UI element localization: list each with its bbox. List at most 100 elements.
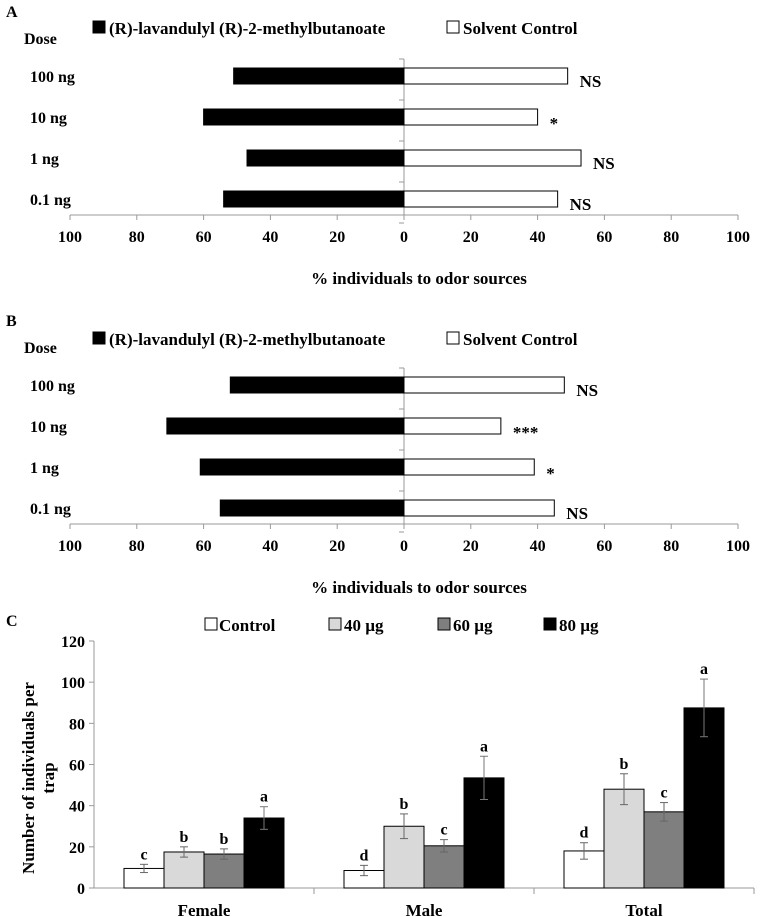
panel-a-legend-label-treatment: (R)-lavandulyl (R)-2-methylbutanoate — [109, 19, 386, 38]
panel-b-x-tick-label: 60 — [196, 538, 212, 555]
panel-a-x-tick-label: 80 — [129, 229, 145, 246]
panel-c-significance-letter: b — [180, 829, 189, 846]
panel-b-legend-swatch-treatment — [92, 331, 106, 345]
panel-c-significance-letter: b — [620, 756, 629, 773]
panel-a-bar-treatment — [246, 149, 405, 167]
panel-b-x-tick-label: 100 — [726, 538, 750, 555]
panel-b-x-tick-label: 80 — [663, 538, 679, 555]
panel-c-ylabel: Number of individuals per trap — [19, 682, 58, 874]
panel-c-significance-letter: c — [440, 822, 447, 839]
panel-b-x-tick-label: 40 — [530, 538, 546, 555]
panel-b-x-tick-label: 20 — [463, 538, 479, 555]
panel-c-significance-letter: c — [140, 846, 147, 863]
panel-b-significance: * — [546, 464, 555, 483]
panel-b-bar-treatment — [199, 458, 405, 476]
panel-c-legend-label-40: 40 µg — [344, 616, 384, 635]
panel-b-label: B — [6, 313, 17, 330]
panel-b-x-tick-label: 40 — [262, 538, 278, 555]
panel-b-category-label: 100 ng — [30, 378, 75, 395]
panel-a-x-tick-label: 20 — [329, 229, 345, 246]
panel-a-x-tick-label: 100 — [726, 229, 750, 246]
panel-c-legend-label-60: 60 µg — [453, 616, 493, 635]
panel-a-significance: NS — [593, 154, 615, 173]
panel-c-y-tick-label: 20 — [69, 840, 85, 857]
panel-b: B (R)-lavandulyl (R)-2-methylbutanoate S… — [6, 313, 750, 597]
panel-c-y-tick-label: 80 — [69, 716, 85, 733]
panel-c-significance-letter: c — [660, 785, 667, 802]
panel-c-legend-label-80: 80 µg — [559, 616, 599, 635]
panel-a-category-label: 100 ng — [30, 69, 75, 86]
panel-c-bar — [603, 788, 645, 889]
panel-c-label: C — [6, 613, 18, 630]
panel-a-x-tick-label: 60 — [596, 229, 612, 246]
panel-a-x-tick-label: 100 — [58, 229, 82, 246]
panel-c-y-tick-label: 100 — [61, 675, 85, 692]
panel-c-legend-swatch-80 — [543, 617, 557, 631]
panel-b-bar-treatment — [229, 376, 405, 394]
panel-b-category-label: 0.1 ng — [30, 501, 71, 518]
panel-b-bar-control — [403, 417, 502, 435]
panel-b-x-tick-label: 20 — [329, 538, 345, 555]
panel-c-y-tick-label: 60 — [69, 758, 85, 775]
panel-a-x-tick-label: 60 — [196, 229, 212, 246]
panel-b-dose-heading: Dose — [24, 340, 57, 357]
panel-c-legend-swatch-40 — [328, 617, 342, 631]
panel-c-legend-label-control: Control — [219, 616, 276, 635]
panel-c-category-label: Total — [625, 901, 662, 917]
panel-a-category-label: 10 ng — [30, 110, 67, 127]
panel-c-significance-letter: a — [260, 789, 268, 806]
panel-a: A (R)-lavandulyl (R)-2-methylbutanoate S… — [6, 4, 750, 288]
panel-a-significance: NS — [580, 72, 602, 91]
panel-c-category-label: Female — [178, 901, 231, 917]
panel-a-legend-swatch-treatment — [92, 20, 106, 34]
panel-a-dose-heading: Dose — [24, 31, 57, 48]
panel-b-x-axis-title: % individuals to odor sources — [311, 578, 527, 597]
panel-a-bar-treatment — [223, 190, 405, 208]
panel-b-legend-label-control: Solvent Control — [463, 330, 578, 349]
panel-a-bar-control — [403, 108, 539, 126]
panel-a-bar-control — [403, 190, 559, 208]
panel-a-category-label: 0.1 ng — [30, 192, 71, 209]
panel-c-ylabel-line-2: trap — [39, 762, 58, 793]
panel-c: C Control 40 µg 60 µg 80 µg Number of in… — [6, 613, 755, 917]
panel-a-x-tick-label: 40 — [530, 229, 546, 246]
panel-b-category-label: 10 ng — [30, 419, 67, 436]
panel-a-legend-swatch-control — [446, 20, 460, 34]
panel-c-significance-letter: b — [400, 796, 409, 813]
panel-c-significance-letter: d — [580, 825, 589, 842]
panel-b-legend-label-treatment: (R)-lavandulyl (R)-2-methylbutanoate — [109, 330, 386, 349]
panel-a-bar-treatment — [203, 108, 405, 126]
panel-a-significance: * — [550, 114, 559, 133]
panel-b-x-tick-label: 0 — [400, 538, 408, 555]
panel-c-y-tick-label: 0 — [77, 881, 85, 898]
panel-a-bar-treatment — [233, 67, 405, 85]
panel-b-bar-control — [403, 458, 535, 476]
panel-a-legend-label-control: Solvent Control — [463, 19, 578, 38]
panel-b-significance: *** — [513, 423, 539, 442]
panel-c-bar — [643, 811, 685, 889]
panel-c-legend-swatch-control — [204, 617, 218, 631]
panel-a-x-tick-label: 20 — [463, 229, 479, 246]
panel-a-x-tick-label: 0 — [400, 229, 408, 246]
panel-b-bar-treatment — [166, 417, 405, 435]
panel-b-legend-swatch-control — [446, 331, 460, 345]
panel-a-bar-control — [403, 67, 569, 85]
panel-c-bar — [683, 707, 725, 889]
panel-b-bar-control — [403, 499, 555, 517]
panel-b-significance: NS — [566, 504, 588, 523]
panel-c-category-label: Male — [406, 901, 443, 917]
panel-b-significance: NS — [576, 381, 598, 400]
panel-c-ylabel-line-1: Number of individuals per — [19, 682, 38, 874]
panel-a-significance: NS — [570, 195, 592, 214]
panel-b-bar-treatment — [219, 499, 405, 517]
panel-c-y-tick-label: 120 — [61, 634, 85, 651]
panel-b-x-tick-label: 100 — [58, 538, 82, 555]
panel-a-x-tick-label: 40 — [262, 229, 278, 246]
panel-c-significance-letter: a — [700, 661, 708, 678]
panel-a-bar-control — [403, 149, 582, 167]
panel-c-significance-letter: b — [220, 831, 229, 848]
panel-c-bar — [423, 845, 465, 889]
panel-a-x-tick-label: 80 — [663, 229, 679, 246]
panel-a-x-axis-title: % individuals to odor sources — [311, 269, 527, 288]
